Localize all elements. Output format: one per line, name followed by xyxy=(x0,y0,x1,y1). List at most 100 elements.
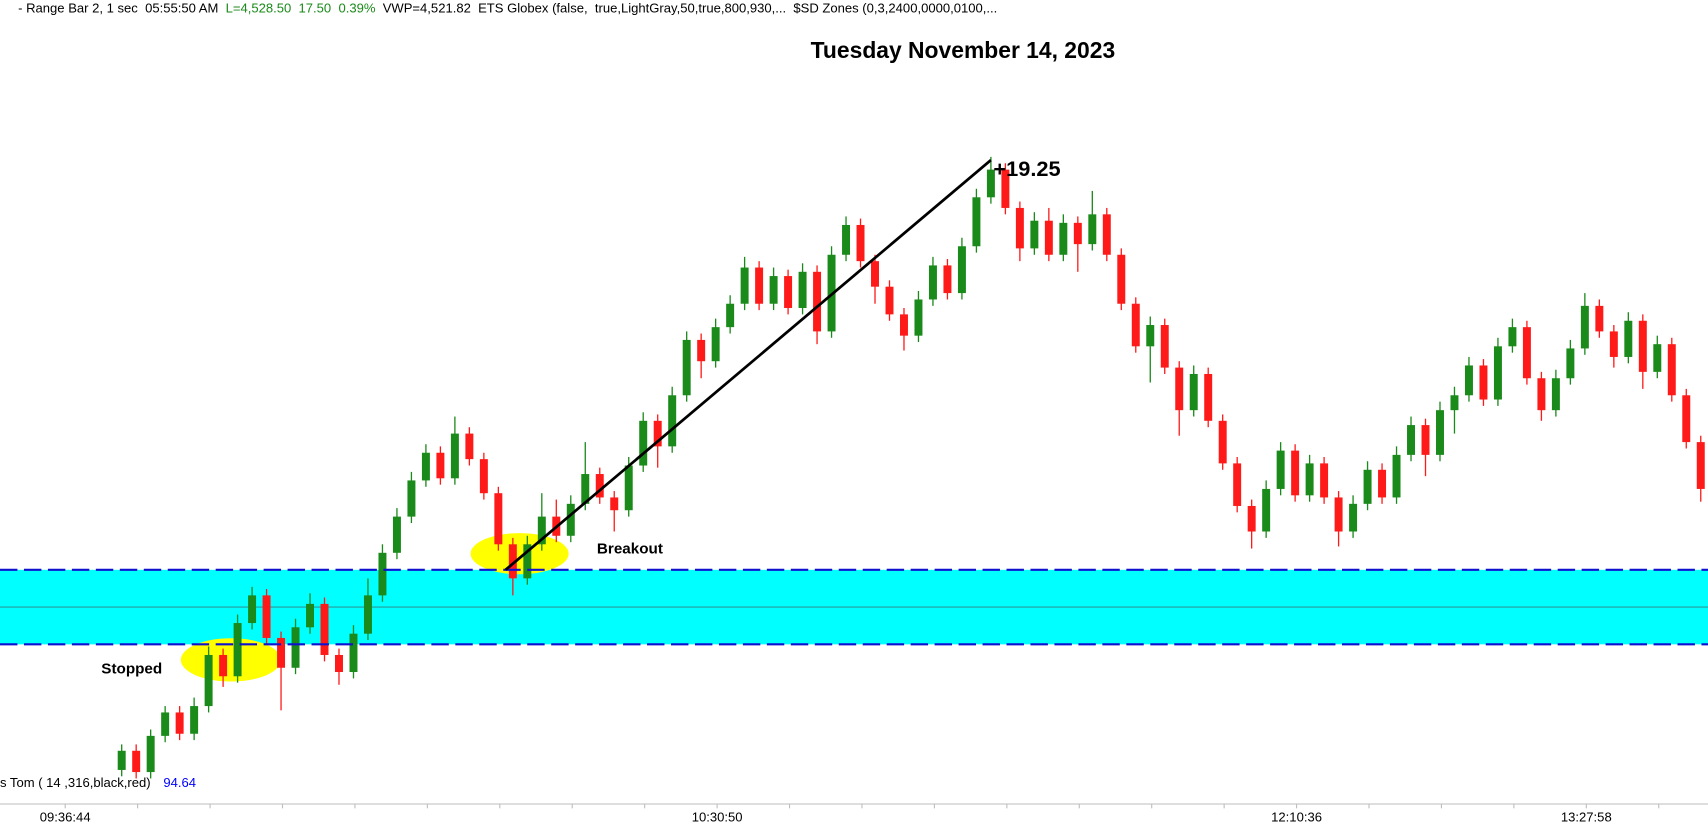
candle-body xyxy=(421,452,430,481)
candle-body xyxy=(885,286,894,315)
breakout-annotation: Breakout xyxy=(597,540,663,557)
candle-body xyxy=(335,654,343,673)
candle-body xyxy=(755,267,764,304)
indicator-label: s Tom ( 14 ,316,black,red) xyxy=(0,775,151,790)
candle-body xyxy=(248,595,257,624)
candle-body xyxy=(566,503,575,536)
candle-body xyxy=(1464,365,1473,396)
candle-body xyxy=(175,712,184,734)
candle-body xyxy=(190,706,199,734)
candle-body xyxy=(581,474,590,504)
candle-body xyxy=(914,299,923,336)
candle-body xyxy=(1276,450,1285,489)
candle-body xyxy=(1479,365,1488,400)
candle-body xyxy=(842,224,851,255)
candle-body xyxy=(320,603,329,655)
candle-body xyxy=(595,474,604,498)
candle-body xyxy=(1262,488,1271,532)
candle-body xyxy=(1508,327,1517,347)
candle-body xyxy=(610,497,619,511)
candle-body xyxy=(1551,378,1560,411)
candle-body xyxy=(1392,454,1401,498)
candle-body xyxy=(624,465,633,511)
candle-body xyxy=(1595,305,1604,332)
header-segment: VWP=4,521.82 ETS Globex (false, true,Lig… xyxy=(375,1,997,16)
candle-body xyxy=(1450,395,1459,411)
overlay-layer xyxy=(0,159,1708,646)
candle-body xyxy=(899,314,908,336)
candle-body xyxy=(1088,214,1097,245)
candle-body xyxy=(972,197,981,247)
candle-body xyxy=(1667,344,1676,396)
candle-body xyxy=(1682,395,1691,443)
candle-body xyxy=(1537,378,1546,411)
stopped-annotation: Stopped xyxy=(101,661,162,678)
candle-body xyxy=(986,169,995,198)
candle-body xyxy=(957,246,966,294)
candle-body xyxy=(1696,442,1705,489)
candle-body xyxy=(233,623,242,677)
candle-body xyxy=(668,395,677,447)
candle-body xyxy=(378,552,387,596)
candle-body xyxy=(132,750,141,773)
candle-body xyxy=(928,265,937,300)
candle-body xyxy=(697,339,706,362)
candle-body xyxy=(161,712,170,736)
candle-body xyxy=(1421,425,1430,455)
candle-body xyxy=(1334,497,1343,532)
candle-body xyxy=(653,420,662,447)
candle-body xyxy=(306,603,315,628)
candle-body xyxy=(262,595,271,638)
candle-body xyxy=(798,271,807,308)
candle-body xyxy=(117,750,126,770)
candle-body xyxy=(784,276,793,308)
candle-body xyxy=(1305,463,1314,496)
candle-body xyxy=(1378,469,1387,498)
candle-body xyxy=(1059,222,1068,255)
candle-body xyxy=(726,303,735,328)
candle-body xyxy=(494,493,503,545)
x-tick-label: 12:10:36 xyxy=(1271,810,1322,825)
candle-body xyxy=(639,420,648,466)
candle-body xyxy=(1073,222,1082,245)
candle-body xyxy=(1233,463,1242,506)
candle-body xyxy=(523,544,532,579)
candle-body xyxy=(1160,325,1169,368)
trendline xyxy=(504,159,992,571)
candle-body xyxy=(277,637,286,668)
candle-body xyxy=(1624,320,1633,357)
candle-body xyxy=(1044,220,1053,255)
candle-body xyxy=(1493,346,1502,400)
candle-body xyxy=(1436,410,1444,455)
candle-body xyxy=(465,433,474,460)
candle-body xyxy=(1349,503,1358,532)
candle-body xyxy=(1653,344,1662,372)
candle-body xyxy=(479,459,488,494)
candle-body xyxy=(1580,305,1589,349)
breakout-highlight xyxy=(470,533,569,575)
candle-body xyxy=(363,595,372,634)
candle-body xyxy=(407,480,416,517)
candle-body xyxy=(1001,169,1010,208)
candle-body xyxy=(711,327,720,362)
candle-body xyxy=(1638,320,1647,372)
candle-body xyxy=(1566,348,1575,379)
candle-body xyxy=(740,267,749,304)
candle-body xyxy=(1030,220,1039,249)
candle-body xyxy=(1247,505,1256,532)
header-segment: - Range Bar 2, 1 sec 05:55:50 AM xyxy=(18,1,225,16)
header: - Range Bar 2, 1 sec 05:55:50 AM L=4,528… xyxy=(0,1,1008,16)
candles-layer xyxy=(117,156,1705,779)
chart-title: Tuesday November 14, 2023 xyxy=(811,37,1116,63)
x-tick-label: 09:36:44 xyxy=(40,810,91,825)
candle-body xyxy=(856,224,865,262)
candle-body xyxy=(1320,463,1329,498)
candle-body xyxy=(204,654,213,707)
candle-body xyxy=(1102,214,1111,255)
candle-body xyxy=(291,627,300,668)
gain-annotation: +19.25 xyxy=(993,156,1060,181)
candle-body xyxy=(537,516,546,545)
zone-layer xyxy=(0,569,1708,645)
